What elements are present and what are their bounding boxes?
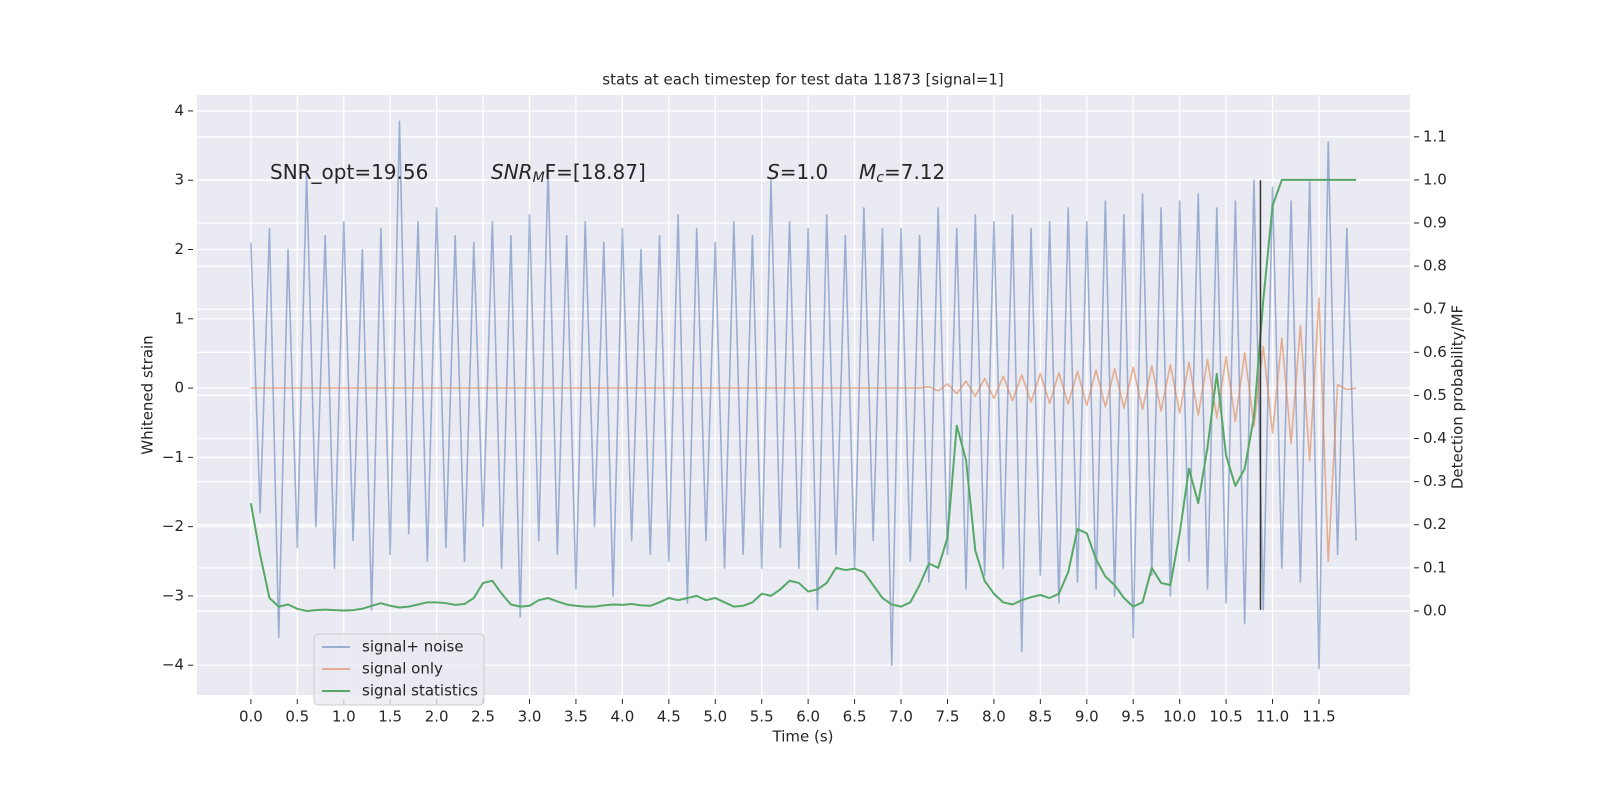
annotation-subscript: M (533, 170, 545, 186)
legend-label: signal statistics (362, 682, 478, 700)
y2-tick-label: 0.5 (1423, 386, 1447, 404)
y2-tick-label: 0.2 (1423, 515, 1447, 533)
x-tick-label: 1.0 (332, 708, 356, 726)
y-tick-label: 3 (174, 171, 184, 189)
annotation-text: SNR_opt=19.56 (270, 160, 428, 184)
y2-tick-label: 0.3 (1423, 472, 1447, 490)
x-tick-label: 3.0 (518, 708, 542, 726)
series-line (249, 178, 1357, 612)
x-tick-label: 4.5 (657, 708, 681, 726)
marks (249, 120, 1357, 670)
x-tick-label: 0.5 (285, 708, 309, 726)
x-tick-label: 3.5 (564, 708, 588, 726)
series-line (250, 120, 1357, 670)
x-tick-label: 1.5 (378, 708, 402, 726)
y2-tick-label: 0.8 (1423, 257, 1447, 275)
annotation-rest: =7.12 (884, 160, 945, 184)
annotation-symbol: SNR (491, 160, 533, 184)
x-tick-label: 11.0 (1256, 708, 1289, 726)
y2-tick-label: 0.6 (1423, 343, 1447, 361)
x-tick-label: 8.5 (1028, 708, 1052, 726)
x-tick-label: 6.0 (796, 708, 820, 726)
x-tick-label: 2.0 (425, 708, 449, 726)
legend-label: signal+ noise (362, 638, 464, 656)
series-line (250, 297, 1357, 563)
y-tick-label: 2 (174, 240, 184, 258)
y-tick-label: −2 (162, 517, 184, 535)
annotation-rest: F=[18.87] (545, 160, 646, 184)
x-tick-label: 7.5 (936, 708, 960, 726)
annotation: SNR_opt=19.56 (270, 160, 428, 184)
y2-tick-label: 0.1 (1423, 558, 1447, 576)
x-tick-label: 4.0 (610, 708, 634, 726)
x-tick-label: 6.5 (843, 708, 867, 726)
y-axis-label: Whitened strain (139, 335, 157, 454)
annotation-symbol: M (859, 160, 876, 184)
y2-axis-label: Detection probability/MF (1449, 305, 1467, 489)
x-tick-label: 10.5 (1209, 708, 1242, 726)
x-tick-label: 8.0 (982, 708, 1006, 726)
legend-box (313, 633, 485, 706)
y2-tick-label: 1.0 (1423, 170, 1447, 188)
x-axis-label: Time (s) (772, 728, 834, 746)
x-tick-label: 9.5 (1121, 708, 1145, 726)
y-tick-label: −3 (162, 586, 184, 604)
legend-label: signal only (362, 660, 443, 678)
y2-tick-label: 0.7 (1423, 300, 1447, 318)
y-tick-label: 1 (174, 309, 184, 327)
x-tick-label: 5.5 (750, 708, 774, 726)
y-tick-label: 4 (174, 101, 184, 119)
x-tick-label: 2.5 (471, 708, 495, 726)
x-tick-label: 0.0 (239, 708, 263, 726)
annotation: SNRMF=[18.87] (491, 160, 646, 187)
y-tick-label: −4 (162, 656, 184, 674)
y2-tick-label: 1.1 (1423, 127, 1447, 145)
y-tick-label: −1 (162, 448, 184, 466)
x-tick-label: 9.0 (1075, 708, 1099, 726)
x-tick-label: 5.0 (703, 708, 727, 726)
y2-tick-label: 0.0 (1423, 601, 1447, 619)
annotation-symbol: S (767, 160, 780, 184)
annotation: S=1.0 (767, 160, 828, 184)
y2-tick-label: 0.9 (1423, 214, 1447, 232)
annotation-subscript: c (876, 170, 884, 186)
labels: stats at each timestep for test data 118… (139, 71, 1467, 746)
x-tick-label: 7.0 (889, 708, 913, 726)
annotation: Mc=7.12 (859, 160, 945, 187)
annotation-rest: =1.0 (780, 160, 829, 184)
y-tick-label: 0 (174, 379, 184, 397)
x-tick-label: 10.0 (1163, 708, 1196, 726)
y2-tick-label: 0.4 (1423, 429, 1447, 447)
chart-title: stats at each timestep for test data 118… (602, 71, 1003, 89)
x-tick-label: 11.5 (1302, 708, 1335, 726)
